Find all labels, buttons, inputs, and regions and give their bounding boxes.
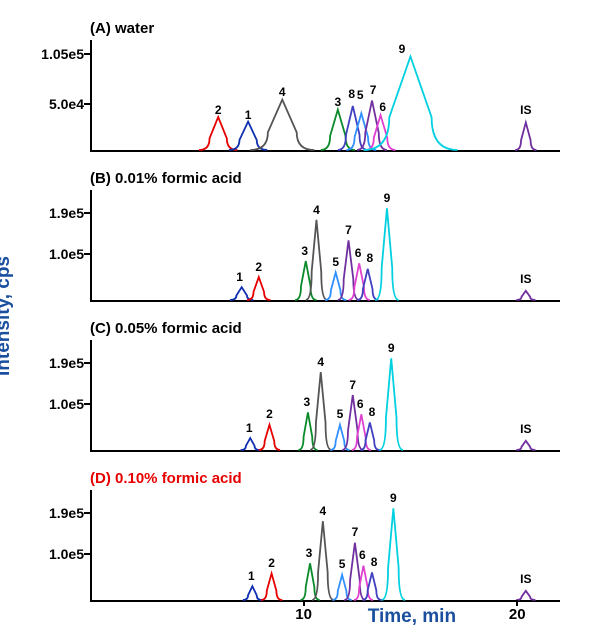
peak-2 [261,573,282,600]
peak-label-1: 1 [236,270,243,284]
peak-IS [516,441,535,450]
peak-label-8: 8 [367,251,374,265]
peak-label-7: 7 [349,378,356,392]
ytick-label: 1.0e5 [49,546,84,562]
peak-label-4: 4 [320,504,327,518]
peak-label-6: 6 [355,246,362,260]
peak-label-2: 2 [215,103,222,117]
ytick-label: 1.0e5 [49,246,84,262]
panel-C: (C) 0.05% formic acid1.0e51.9e5123457689… [90,340,560,452]
peak-9 [375,208,399,300]
ytick-label: 1.0e5 [49,396,84,412]
peak-label-1: 1 [246,421,253,435]
peak-label-9: 9 [399,42,406,56]
panel-title-D: (D) 0.10% formic acid [90,470,242,487]
peak-2 [247,277,271,300]
panel-A: (A) water5.0e41.05e5214385769IS [90,40,560,152]
ytick-label: 5.0e4 [49,96,84,112]
peak-label-7: 7 [370,83,377,97]
peak-2 [259,425,280,450]
peak-label-IS: IS [520,103,531,117]
peak-label-5: 5 [357,88,364,102]
peak-label-2: 2 [266,407,273,421]
peak-label-8: 8 [369,405,376,419]
panel-title-B: (B) 0.01% formic acid [90,170,242,187]
peak-IS [516,291,535,300]
y-axis-label: Intensity, cps [0,256,15,376]
peak-label-6: 6 [379,100,386,114]
panel-B: (B) 0.01% formic acid1.0e51.9e5123457689… [90,190,560,302]
peak-label-IS: IS [520,422,531,436]
peak-label-6: 6 [357,397,364,411]
peak-label-3: 3 [303,395,310,409]
peak-4 [310,372,331,450]
ytick-label: 1.9e5 [49,505,84,521]
peak-label-6: 6 [359,548,366,562]
peak-label-2: 2 [255,260,262,274]
ytick-label: 1.05e5 [41,46,84,62]
chromatogram-figure: Intensity, cps (A) water5.0e41.05e521438… [0,0,592,632]
peak-1 [243,586,262,600]
xtick-label: 10 [295,606,312,623]
peaks-svg [90,40,560,150]
panel-D: (D) 0.10% formic acid1.0e51.9e5123457689… [90,490,560,602]
peak-9 [363,57,457,151]
xtick-label: 20 [509,606,526,623]
peak-9 [382,508,406,600]
panel-title-C: (C) 0.05% formic acid [90,320,242,337]
peak-4 [250,100,314,150]
peak-label-3: 3 [301,244,308,258]
ytick-label: 1.9e5 [49,205,84,221]
peak-label-8: 8 [371,555,378,569]
peak-3 [295,261,316,300]
peak-9 [379,358,403,450]
peak-1 [229,122,267,150]
peak-4 [312,521,333,600]
peak-label-1: 1 [248,569,255,583]
peaks-svg [90,340,560,450]
peak-label-7: 7 [345,223,352,237]
peak-label-4: 4 [279,85,286,99]
peak-label-4: 4 [317,355,324,369]
peak-4 [306,220,327,300]
peak-label-2: 2 [268,556,275,570]
peak-label-5: 5 [332,255,339,269]
peak-label-1: 1 [245,108,252,122]
peak-IS [516,591,535,600]
peak-label-9: 9 [388,341,395,355]
peak-label-7: 7 [352,525,359,539]
panel-title-A: (A) water [90,20,154,37]
peak-label-9: 9 [384,191,391,205]
peak-label-3: 3 [334,95,341,109]
peak-label-8: 8 [348,87,355,101]
peak-IS [515,123,536,151]
peak-label-IS: IS [520,572,531,586]
peak-label-5: 5 [339,557,346,571]
peak-label-9: 9 [390,491,397,505]
peak-label-4: 4 [313,203,320,217]
peaks-svg [90,190,560,300]
peak-8 [357,269,378,300]
peak-1 [241,438,260,450]
peak-2 [199,117,237,150]
x-axis-label: Time, min [368,606,456,628]
peak-label-IS: IS [520,272,531,286]
peak-label-3: 3 [306,546,313,560]
peak-label-5: 5 [337,407,344,421]
peak-1 [230,287,254,300]
ytick-label: 1.9e5 [49,355,84,371]
